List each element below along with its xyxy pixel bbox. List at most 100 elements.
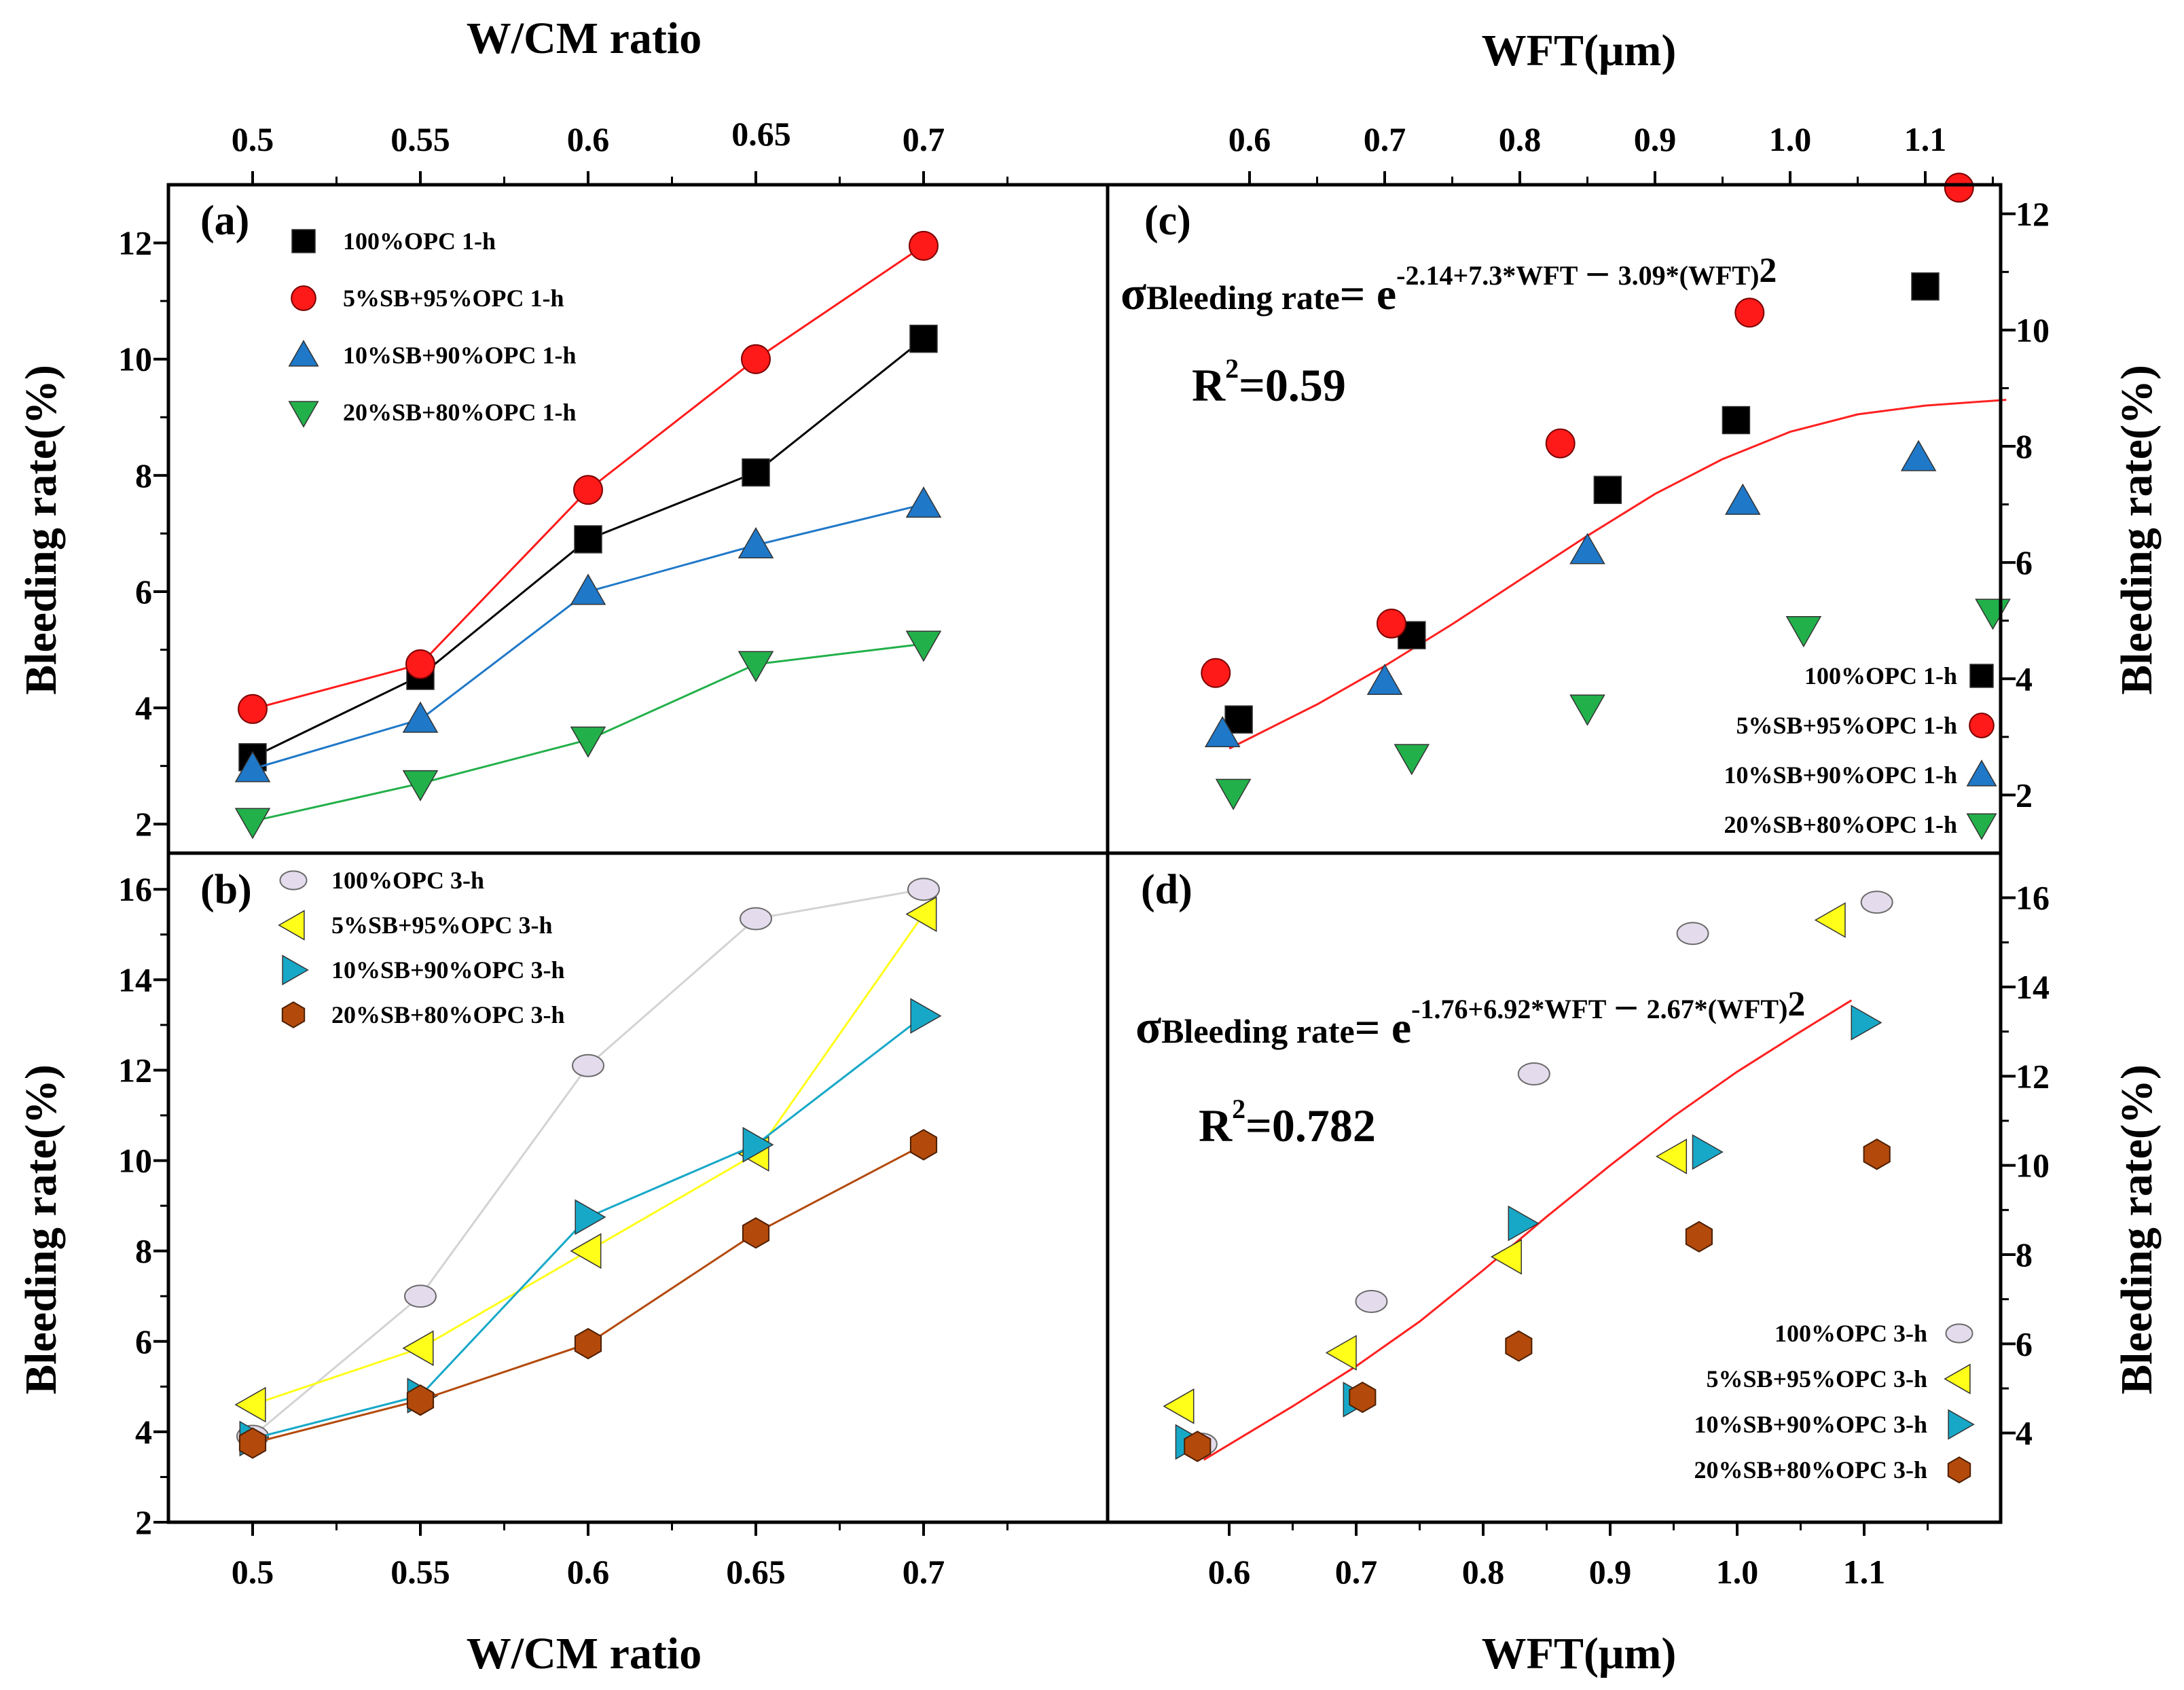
panel-b-legend-label: 5%SB+95%OPC 3-h: [331, 912, 553, 939]
panel-c-data-point: [1201, 658, 1231, 688]
panel-b-y-tick-label: 2: [135, 1503, 152, 1541]
panel-d-r2-sup: 2: [1232, 1094, 1245, 1124]
panel-d-y-tick-label: 16: [2016, 879, 2050, 917]
panel-c-y-tick-label: 8: [2016, 427, 2033, 465]
panel-c-eq-equals: = e: [1340, 270, 1396, 319]
panel-c-data-point: [1569, 694, 1605, 726]
panel-a-data-point: [909, 230, 939, 261]
panel-c-y-tick-label: 6: [2016, 543, 2033, 581]
panel-b-data-point: [740, 907, 772, 931]
panel-a-data-point: [738, 526, 774, 559]
panel-b-data-point: [909, 1129, 938, 1161]
panel-c-eq-subscript: Bleeding rate: [1146, 278, 1340, 317]
panel-c-data-point: [1204, 716, 1241, 748]
panel-d-eq-sigma: σ: [1135, 1001, 1161, 1054]
panel-b-data-point: [404, 1284, 437, 1308]
panel-b-x-tick-label: 0.6: [567, 1553, 610, 1591]
panel-b-data-point: [574, 1327, 602, 1360]
panel-b-y-tick-label: 10: [118, 1142, 152, 1180]
panel-c-data-point: [1785, 616, 1822, 648]
panel-b-legend-marker: [278, 910, 305, 941]
panel-d-fit-curve: [1203, 999, 1853, 1461]
panel-d-y-tick-label: 14: [2016, 968, 2050, 1006]
panel-b-data-point: [234, 1386, 266, 1423]
panel-a-data-point: [909, 324, 938, 353]
panel-a-series-4: [234, 630, 942, 840]
panel-d-equation: σBleeding rate= e-1.76+6.92*WFT － 2.67*(…: [1135, 985, 1805, 1054]
panel-c-data-point: [1366, 664, 1403, 696]
panel-b-legend-label: 100%OPC 3-h: [331, 867, 484, 894]
panel-b-data-point: [742, 1127, 774, 1163]
panel-c-x-tick-label: 0.7: [1364, 120, 1406, 158]
figure-frame: [166, 183, 2003, 1524]
panel-b-chart: (b) 2 4 6 8 10 12 14 16 0.5 0.55 0.6 0.65 0.7 100%OPC…: [118, 867, 1008, 1591]
panel-d-data-point: [1349, 1381, 1377, 1414]
panel-d-data-point: [1163, 1388, 1195, 1424]
panel-b-x-tick-label: 0.7: [903, 1553, 945, 1591]
panel-b-data-point: [742, 1217, 770, 1249]
panel-c-legend-marker: [1966, 813, 1997, 840]
panel-b-data-point: [575, 1199, 606, 1236]
panel-a-y-tick-label: 8: [135, 456, 152, 495]
panel-b-legend-marker: [281, 1001, 306, 1028]
panel-c-data-point: [1394, 744, 1430, 776]
panel-b-legend: 100%OPC 3-h 5%SB+95%OPC 3-h 10%SB+90%OPC 3…: [278, 867, 565, 1028]
panel-c-y-tick-label: 4: [2016, 660, 2033, 698]
panel-c-x-tick-label: 1.0: [1769, 120, 1812, 158]
panel-b-data-point: [406, 1384, 435, 1416]
panel-d-legend: 100%OPC 3-h 5%SB+95%OPC 3-h 10%SB+90%OPC 3…: [1694, 1320, 1975, 1484]
panel-a-x-tick-label: 0.65: [731, 115, 791, 153]
panel-a-data-point: [738, 651, 774, 683]
panel-b-data-point: [570, 1233, 602, 1269]
right-y-axis-title-top: Bleeding rate(%): [2112, 365, 2162, 695]
left-y-axis-title-top: Bleeding rate(%): [16, 365, 66, 695]
panel-d-eq-exponent: -1.76+6.92*WFT － 2.67*(WFT): [1411, 994, 1787, 1024]
panel-c-fit-curve: [1228, 399, 2007, 750]
panel-d-x-tick-label: 0.7: [1335, 1553, 1378, 1591]
panel-c-equation: σBleeding rate= e-2.14+7.3*WFT － 3.09*(W…: [1121, 251, 1777, 320]
panel-d-x-tick-label: 0.8: [1462, 1553, 1505, 1591]
panel-d-legend-marker: [1944, 1363, 1971, 1395]
panel-c-chart: (c) σBleeding rate= e-2.14+7.3*WFT － 3.0…: [1121, 120, 2050, 840]
panel-c-data-point: [1545, 428, 1576, 459]
panel-d-legend-label: 20%SB+80%OPC 3-h: [1694, 1456, 1927, 1484]
panel-b-y-tick-label: 6: [135, 1323, 152, 1361]
panel-c-data-point: [1900, 439, 1937, 471]
panel-d-series-2: [1163, 902, 1846, 1424]
panel-c-legend-label: 20%SB+80%OPC 1-h: [1724, 811, 1957, 838]
panel-c-x-tick-label: 1.1: [1904, 120, 1947, 158]
panel-b-legend-label: 20%SB+80%OPC 3-h: [331, 1001, 565, 1028]
panel-c-series-1: [1224, 272, 1940, 734]
panel-d-eq-subscript: Bleeding rate: [1161, 1012, 1355, 1050]
panel-d-data-point: [1860, 891, 1893, 914]
panel-c-axes: 2 4 6 8 10 12 0.6 0.7 0.8 0.9 1.0 1.1: [1228, 120, 2050, 814]
panel-d-x-tick-label: 1.0: [1716, 1553, 1759, 1591]
panel-c-y-tick-label: 2: [2016, 776, 2033, 814]
panel-d-eq-exp-power: 2: [1787, 985, 1805, 1024]
panel-a-y-tick-label: 12: [118, 224, 152, 262]
panel-c-r2-rest: =0.59: [1239, 359, 1346, 411]
panel-a-data-point: [905, 630, 942, 662]
panel-a-label: (a): [200, 198, 249, 244]
panel-a-data-point: [574, 525, 602, 554]
panel-a-y-tick-label: 4: [135, 689, 152, 727]
panel-d-y-tick-label: 12: [2016, 1057, 2050, 1095]
panel-a-x-tick-label: 0.6: [567, 120, 610, 158]
top-left-axis-title: W/CM ratio: [467, 14, 702, 63]
panel-a-series-3: [234, 486, 942, 783]
panel-b-legend-label: 10%SB+90%OPC 3-h: [331, 956, 565, 984]
panel-a-axes: 2 4 6 8 10 12 0.5 0.55 0.6 0.65 0.7: [118, 115, 1008, 843]
panel-a-data-point: [570, 573, 606, 605]
panel-d-data-point: [1184, 1431, 1212, 1462]
panel-b-y-tick-label: 14: [118, 960, 152, 999]
panel-d-eq-equals: = e: [1355, 1003, 1411, 1053]
panel-d-data-point: [1863, 1138, 1891, 1170]
panel-a-series-2: [238, 230, 939, 724]
panel-a-y-tick-label: 10: [118, 340, 152, 378]
panel-b-data-point: [905, 896, 937, 933]
panel-a-x-tick-label: 0.7: [903, 120, 945, 158]
panel-d-data-point: [1490, 1239, 1522, 1275]
panel-c-legend-marker: [1969, 664, 1994, 688]
panel-b-y-tick-label: 8: [135, 1232, 152, 1270]
